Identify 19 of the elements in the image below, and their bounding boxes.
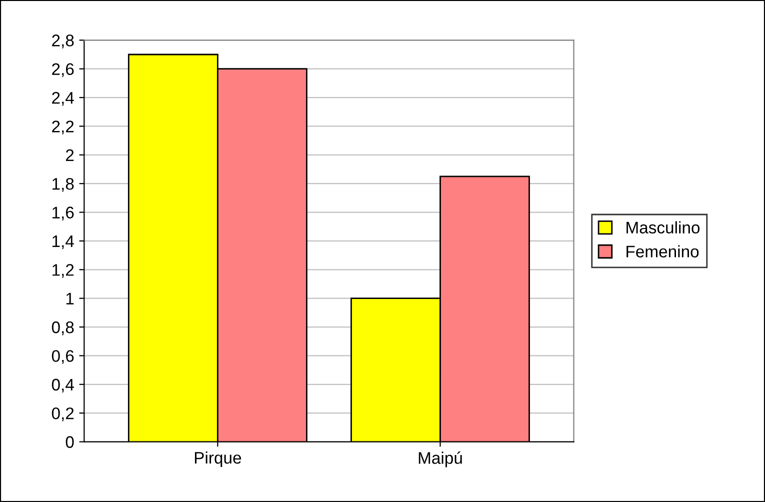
- y-tick-label: 2,2: [52, 120, 74, 134]
- y-tick-label: 2,4: [52, 92, 74, 106]
- legend-label: Femenino: [626, 245, 699, 258]
- y-tick-label: 1,6: [52, 206, 74, 220]
- legend-label: Masculino: [626, 221, 700, 234]
- y-tick-label: 1,8: [52, 178, 74, 192]
- y-tick-label: 2,6: [52, 63, 74, 78]
- y-tick-label: 1,4: [52, 236, 74, 250]
- y-tick-label: 0,6: [52, 350, 74, 364]
- y-tick-label: 0: [66, 436, 74, 448]
- y-tick-label: 1,2: [52, 264, 74, 278]
- y-tick-label: 0,8: [52, 321, 74, 336]
- x-tick-label: Pirque: [194, 451, 242, 468]
- y-tick-label: 2: [66, 149, 74, 161]
- y-tick-label: 2,8: [52, 34, 74, 48]
- y-tick-label: 0,4: [52, 378, 74, 393]
- y-tick-label: 1: [66, 292, 74, 304]
- y-tick-label: 0,2: [52, 407, 74, 422]
- x-tick-label: Maipú: [418, 451, 462, 468]
